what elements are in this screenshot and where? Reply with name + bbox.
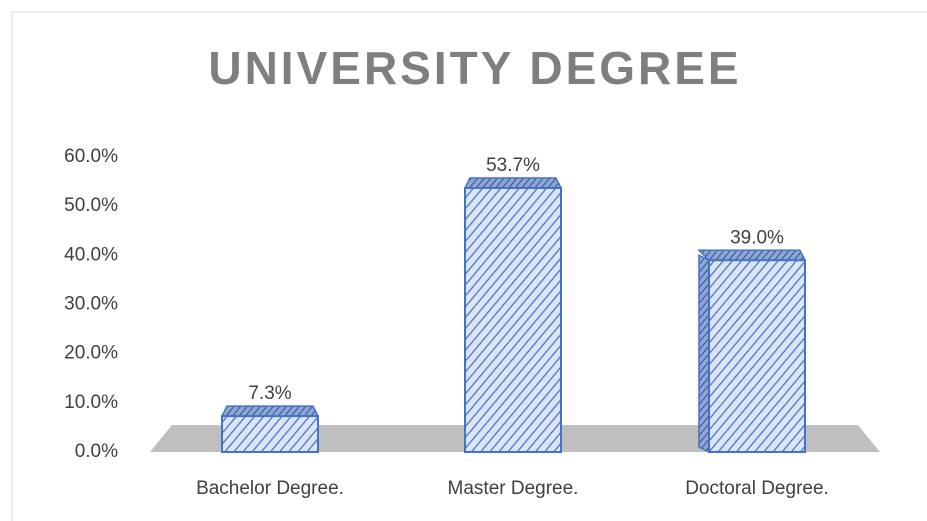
bar-top [220,405,320,417]
y-tick-label: 40.0% [64,244,118,265]
x-tick-label: Master Degree. [448,478,579,499]
bar [221,415,319,454]
data-label: 53.7% [486,155,540,176]
y-tick-label: 10.0% [64,392,118,413]
chart-title: UNIVERSITY DEGREE [208,42,741,94]
x-tick-label: Doctoral Degree. [685,478,829,499]
y-tick-label: 0.0% [75,441,118,462]
bar [464,186,562,453]
data-label: 7.3% [248,383,291,404]
data-label: 39.0% [730,227,784,248]
x-tick-label: Bachelor Degree. [196,478,344,499]
bar-top [463,177,563,189]
bar-side [698,254,710,454]
bar [708,259,806,453]
y-tick-label: 30.0% [64,294,118,315]
y-tick-label: 50.0% [64,195,118,216]
bar-top [697,249,807,261]
y-tick-label: 60.0% [64,146,118,167]
y-tick-label: 20.0% [64,343,118,364]
chart-border [11,11,927,521]
